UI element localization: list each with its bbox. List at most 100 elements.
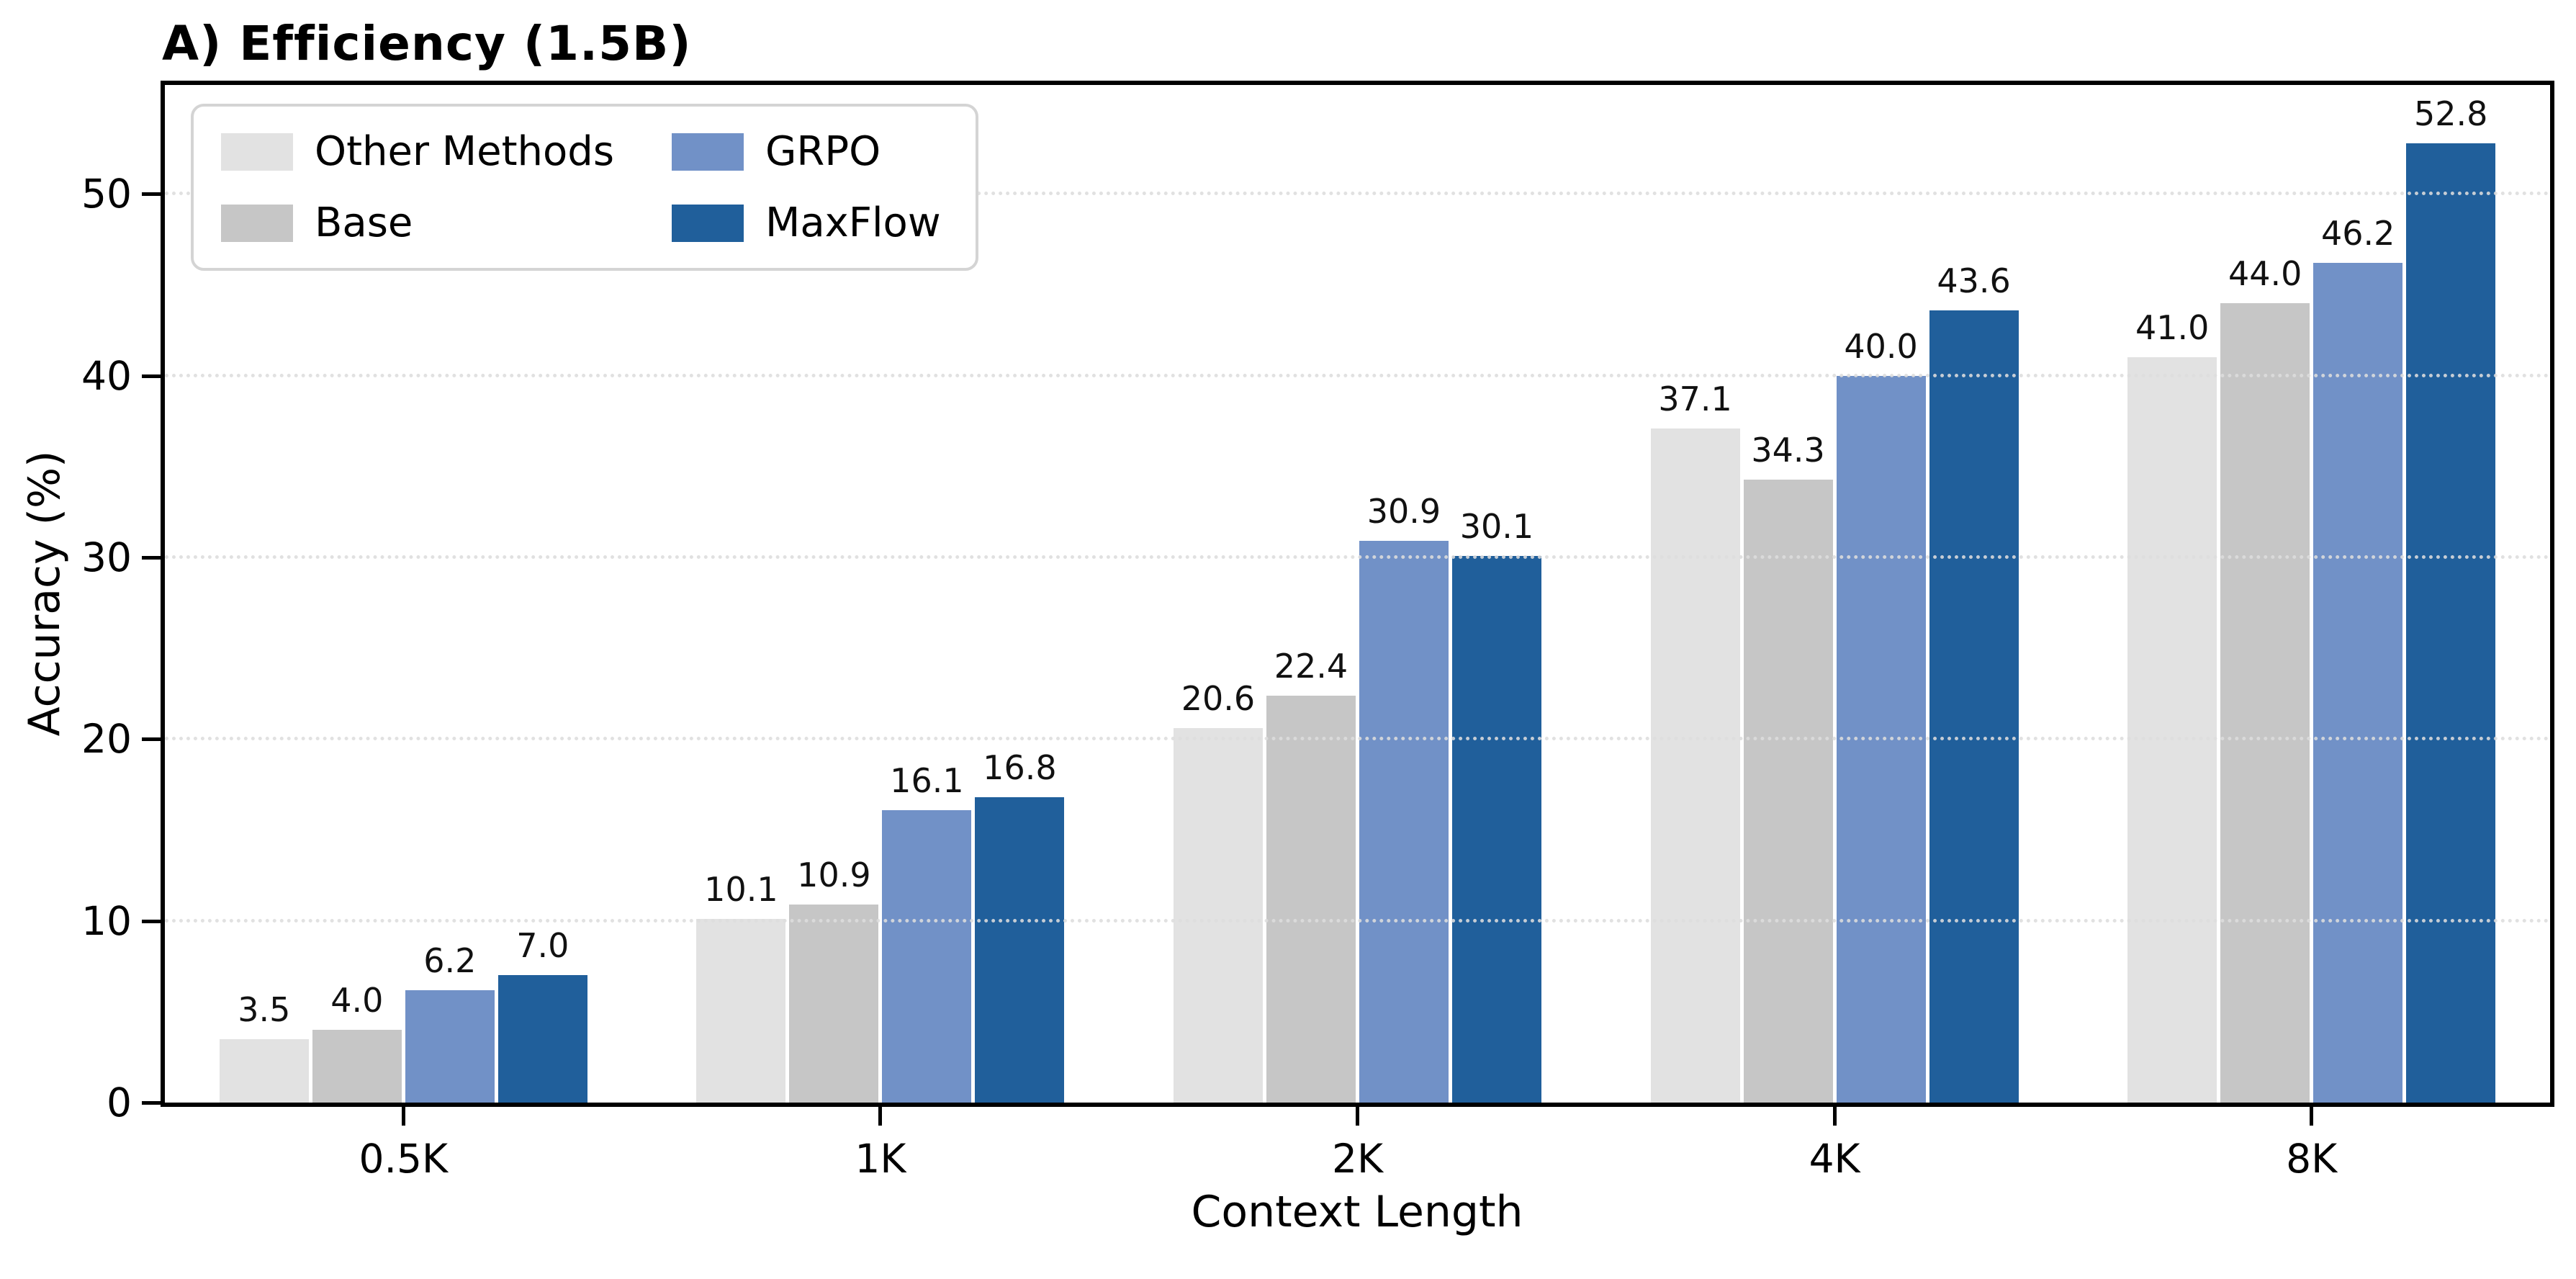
bar-grpo-8K — [2313, 263, 2403, 1103]
bar-value-label: 22.4 — [1274, 646, 1348, 686]
y-tick-10 — [142, 919, 161, 923]
bar-value-label: 46.2 — [2320, 214, 2395, 253]
bar-row: 37.1 34.3 40.0 43.6 — [1596, 85, 2073, 1103]
bar-slot-maxflow-2K: 30.1 — [1451, 85, 1541, 1103]
bar-slot-other-methods-0.5K: 3.5 — [219, 85, 309, 1103]
bar-group-8K: 41.0 44.0 46.2 52.8 — [2073, 85, 2550, 1103]
bar-other-methods-1K — [696, 919, 786, 1103]
bar-slot-maxflow-1K: 16.8 — [975, 85, 1065, 1103]
bar-grpo-4K — [1836, 375, 1926, 1103]
bar-row: 3.5 4.0 6.2 7.0 — [165, 85, 642, 1103]
bar-grpo-0.5K — [405, 989, 495, 1103]
bar-other-methods-8K — [2127, 357, 2217, 1103]
plot-inner: Other Methods Base GRPO MaxFlow 3.5 4.0 6.2 7.… — [165, 85, 2550, 1103]
legend-label: GRPO — [765, 128, 881, 175]
x-tick-8K — [2310, 1107, 2314, 1126]
bar-base-1K — [789, 904, 879, 1103]
y-tick-label-10: 10 — [81, 897, 132, 944]
legend-swatch-icon — [672, 204, 744, 242]
bar-base-0.5K — [312, 1030, 402, 1103]
bar-value-label: 44.0 — [2228, 253, 2302, 293]
chart-title: A) Efficiency (1.5B) — [162, 16, 692, 71]
bar-other-methods-0.5K — [219, 1038, 309, 1103]
bar-maxflow-0.5K — [497, 975, 587, 1103]
bar-slot-grpo-1K: 16.1 — [882, 85, 972, 1103]
bar-slot-maxflow-4K: 43.6 — [1929, 85, 2019, 1103]
bar-value-label: 16.8 — [983, 748, 1057, 788]
y-axis-label: Accuracy (%) — [19, 450, 70, 737]
bar-maxflow-1K — [975, 797, 1065, 1103]
bar-maxflow-8K — [2406, 143, 2496, 1103]
y-tick-label-50: 50 — [81, 171, 132, 217]
x-axis-label: Context Length — [1191, 1187, 1523, 1237]
legend-item-maxflow: MaxFlow — [672, 199, 941, 246]
bar-other-methods-4K — [1650, 428, 1740, 1103]
bar-slot-other-methods-8K: 41.0 — [2127, 85, 2217, 1103]
bar-value-label: 37.1 — [1658, 379, 1732, 418]
bar-slot-grpo-8K: 46.2 — [2313, 85, 2403, 1103]
bar-slot-base-4K: 34.3 — [1743, 85, 1833, 1103]
bar-slot-maxflow-8K: 52.8 — [2406, 85, 2496, 1103]
bar-value-label: 7.0 — [516, 926, 569, 966]
bar-slot-grpo-4K: 40.0 — [1836, 85, 1926, 1103]
bar-slot-other-methods-2K: 20.6 — [1173, 85, 1263, 1103]
bar-row: 41.0 44.0 46.2 52.8 — [2073, 85, 2550, 1103]
y-tick-0 — [142, 1101, 161, 1105]
y-tick-label-0: 0 — [107, 1080, 132, 1126]
y-tick-label-30: 30 — [81, 534, 132, 581]
bar-slot-grpo-2K: 30.9 — [1359, 85, 1449, 1103]
bar-base-4K — [1743, 479, 1833, 1103]
x-tick-0.5K — [401, 1107, 405, 1126]
legend-swatch-icon — [221, 204, 293, 242]
bar-value-label: 52.8 — [2413, 94, 2488, 133]
bar-value-label: 20.6 — [1181, 679, 1256, 719]
x-tick-2K — [1356, 1107, 1359, 1126]
bar-value-label: 30.1 — [1459, 506, 1534, 546]
plot-area: Other Methods Base GRPO MaxFlow 3.5 4.0 6.2 7.… — [161, 81, 2554, 1107]
legend-item-grpo: GRPO — [672, 128, 941, 175]
bar-group-4K: 37.1 34.3 40.0 43.6 — [1596, 85, 2073, 1103]
bar-maxflow-4K — [1929, 310, 2019, 1103]
bar-value-label: 6.2 — [423, 941, 477, 980]
bar-value-label: 4.0 — [330, 981, 384, 1020]
bar-slot-base-2K: 22.4 — [1266, 85, 1356, 1103]
bar-slot-other-methods-4K: 37.1 — [1650, 85, 1740, 1103]
x-tick-label-0.5K: 0.5K — [359, 1136, 449, 1182]
bar-maxflow-2K — [1451, 555, 1541, 1103]
x-tick-1K — [878, 1107, 883, 1126]
bar-base-8K — [2220, 302, 2310, 1103]
y-tick-30 — [142, 556, 161, 560]
legend-item-base: Base — [221, 199, 614, 246]
bar-value-label: 10.1 — [704, 870, 778, 910]
bar-value-label: 41.0 — [2135, 308, 2210, 348]
y-tick-label-20: 20 — [81, 716, 132, 763]
bar-other-methods-2K — [1173, 728, 1263, 1103]
bar-grpo-2K — [1359, 541, 1449, 1103]
bar-base-2K — [1266, 695, 1356, 1103]
x-tick-label-8K: 8K — [2286, 1136, 2338, 1182]
bar-value-label: 10.9 — [797, 855, 871, 894]
y-tick-20 — [142, 737, 161, 742]
legend-label: MaxFlow — [765, 199, 941, 246]
bar-slot-base-8K: 44.0 — [2220, 85, 2310, 1103]
legend-label: Other Methods — [315, 128, 615, 175]
bar-value-label: 30.9 — [1366, 492, 1441, 531]
bar-grpo-1K — [882, 809, 972, 1103]
y-tick-label-40: 40 — [81, 352, 132, 399]
bar-value-label: 3.5 — [238, 989, 291, 1029]
bar-value-label: 43.6 — [1937, 261, 2011, 300]
bar-slot-grpo-0.5K: 6.2 — [405, 85, 495, 1103]
bar-value-label: 16.1 — [890, 760, 964, 800]
legend-item-other-methods: Other Methods — [221, 128, 614, 175]
x-tick-label-1K: 1K — [855, 1136, 906, 1182]
bar-slot-base-0.5K: 4.0 — [312, 85, 402, 1103]
bar-group-2K: 20.6 22.4 30.9 30.1 — [1119, 85, 1596, 1103]
legend-swatch-icon — [221, 133, 293, 171]
x-tick-label-4K: 4K — [1809, 1136, 1860, 1182]
bar-slot-base-1K: 10.9 — [789, 85, 879, 1103]
bar-slot-maxflow-0.5K: 7.0 — [497, 85, 587, 1103]
bar-value-label: 40.0 — [1844, 326, 1918, 366]
legend-label: Base — [315, 199, 413, 246]
x-tick-4K — [1832, 1107, 1837, 1126]
